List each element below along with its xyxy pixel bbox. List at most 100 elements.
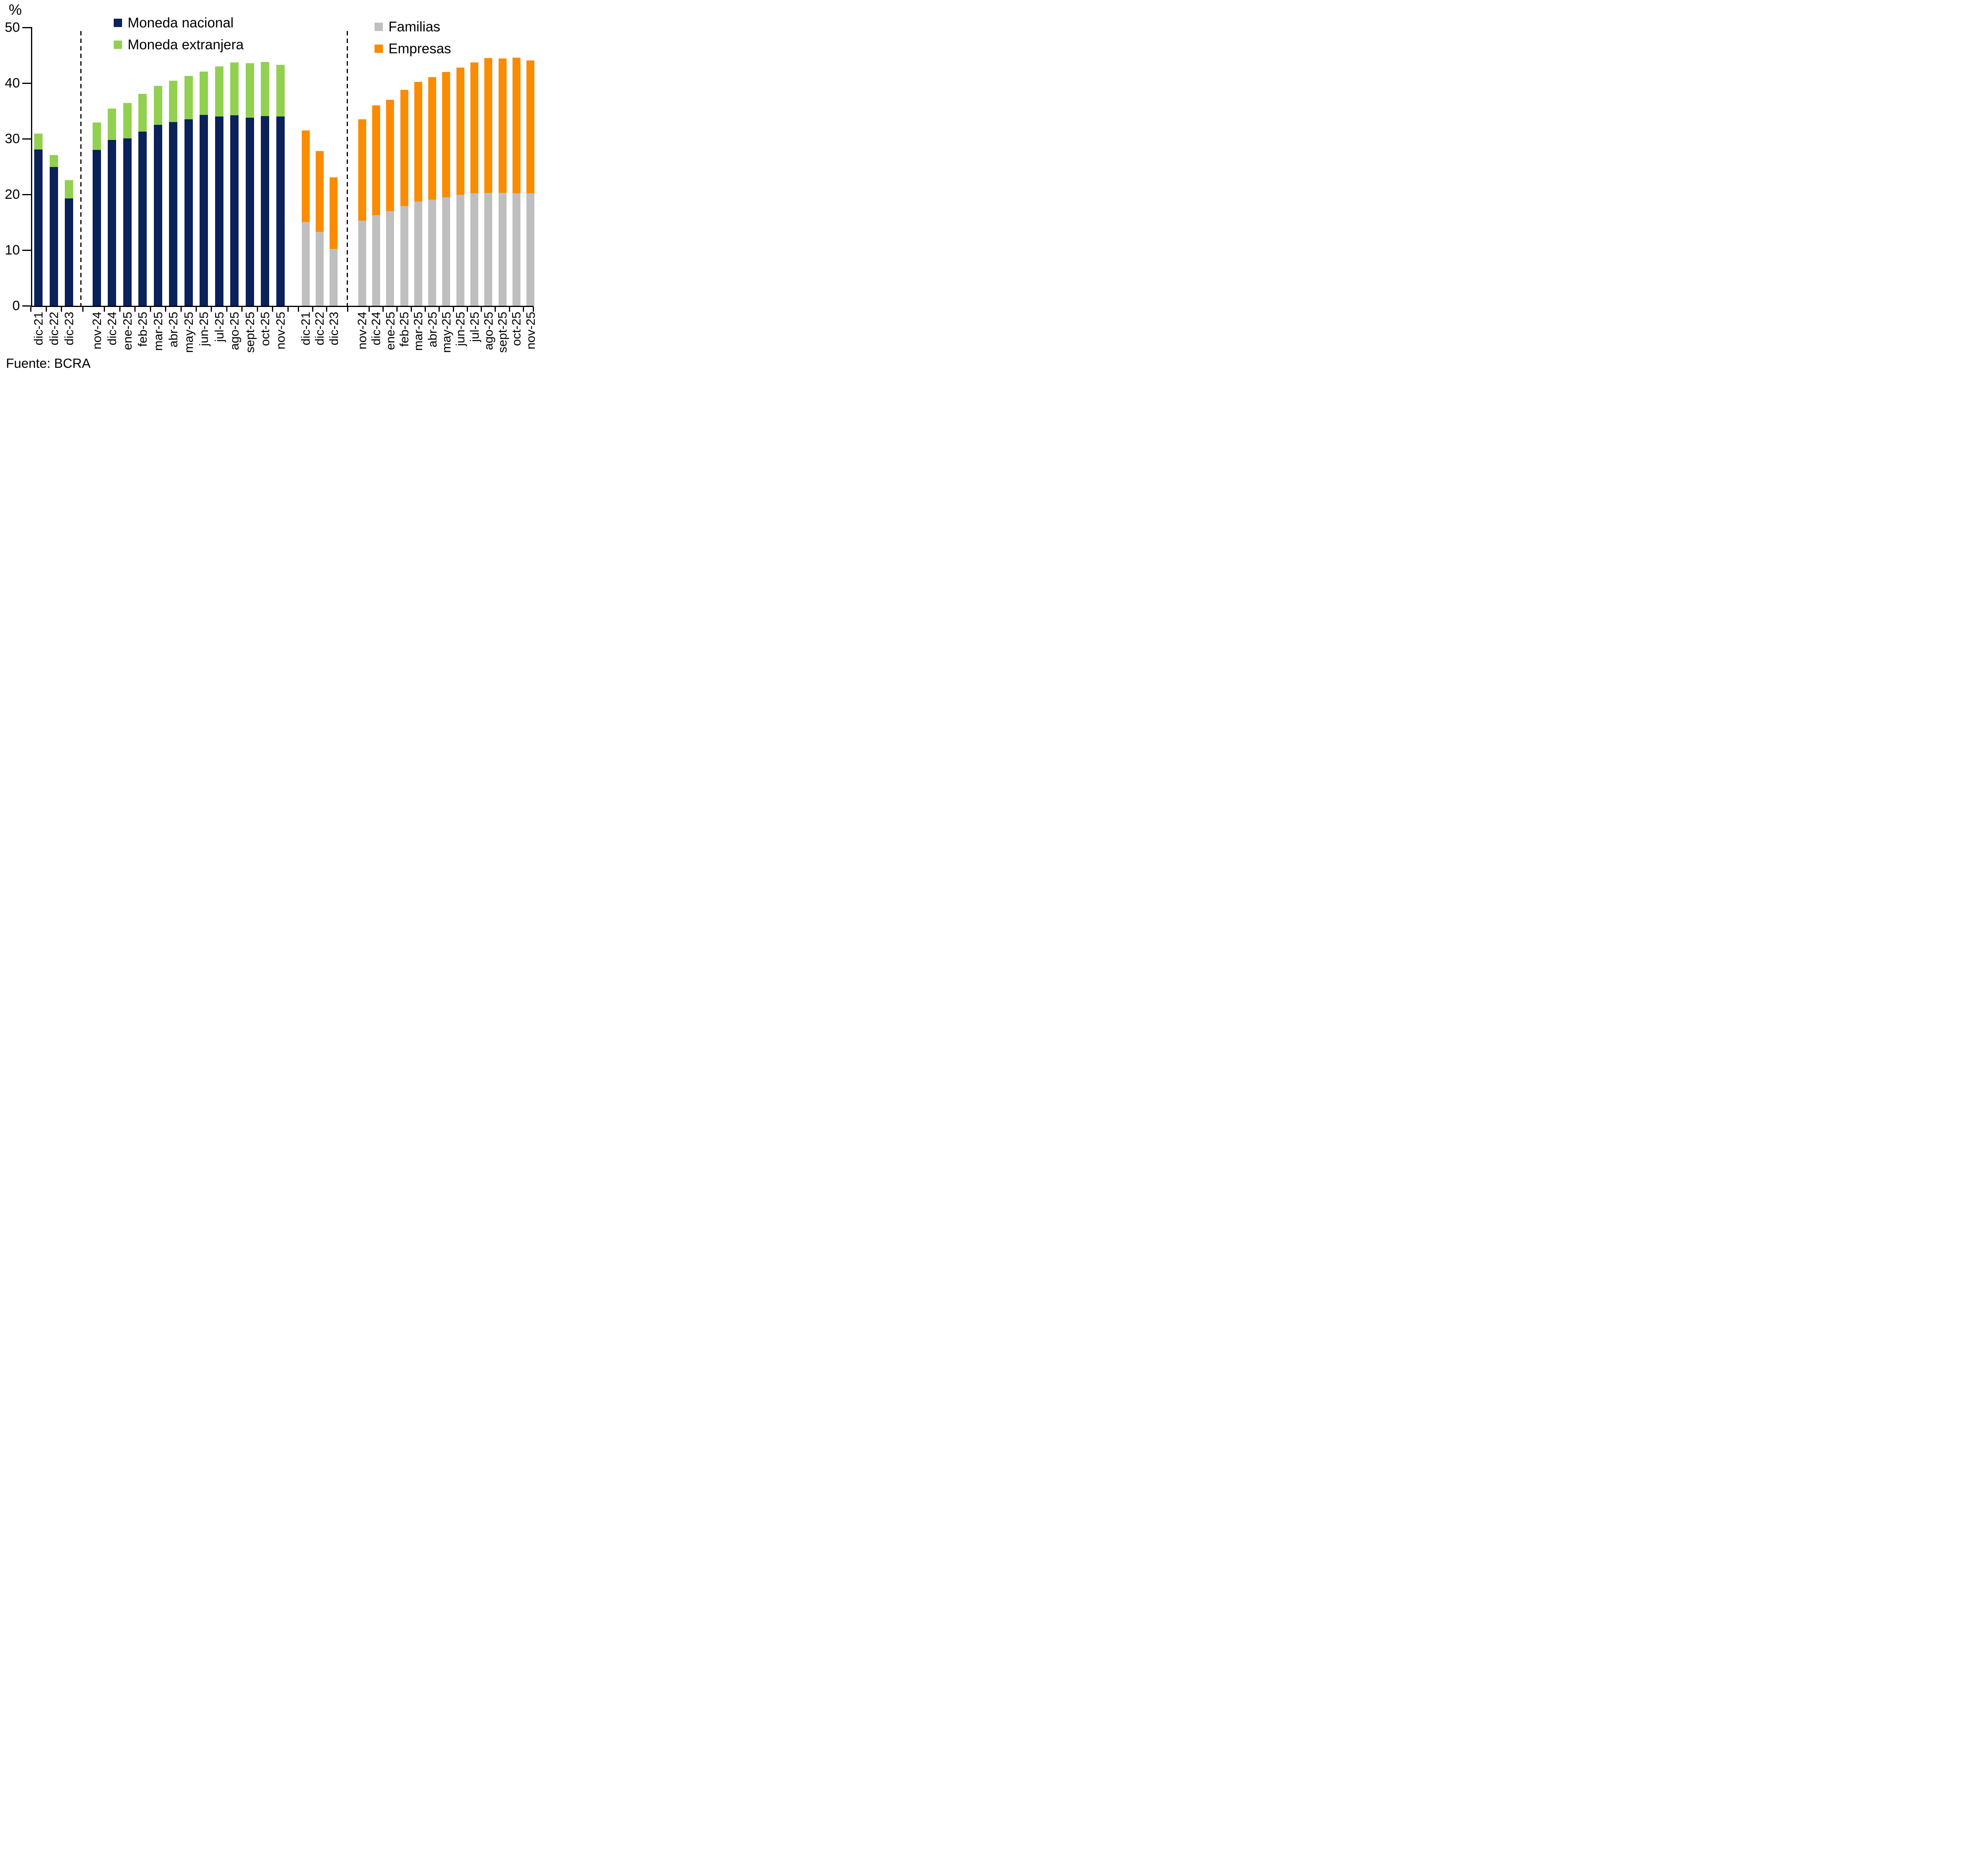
- x-axis-tick-panel-1: [382, 307, 384, 312]
- bar-segment-empresas-mar-25: [414, 82, 422, 202]
- bar-segment-familias-ago-25: [484, 192, 493, 306]
- x-axis-tick-panel-1: [396, 307, 398, 312]
- bar-segment-familias-nov-25: [526, 193, 535, 306]
- separator-dashed-line-panel-0: [80, 31, 82, 306]
- x-axis-label-text: mar-25: [151, 312, 165, 351]
- legend-item-moneda-nacional: Moneda nacional: [114, 12, 244, 34]
- separator-dashed-line-panel-1: [347, 31, 348, 306]
- x-axis-line: [31, 306, 534, 307]
- x-axis-label-dic-21-panel-0: dic-21: [31, 312, 45, 345]
- bar-segment-familias-abr-25: [428, 199, 437, 306]
- x-axis-label-text: dic-23: [62, 312, 76, 346]
- y-axis-tick-label: 10: [5, 243, 20, 258]
- bar-segment-empresas-abr-25: [428, 77, 437, 200]
- x-axis-label-text: dic-21: [299, 312, 313, 346]
- x-axis-label-nov-25-panel-0: nov-25: [274, 312, 287, 350]
- x-axis-label-ago-25-panel-1: ago-25: [481, 312, 495, 350]
- x-axis-tick-panel-0: [134, 307, 136, 312]
- bar-segment-moneda-extranjera-ago-25: [230, 62, 239, 116]
- x-axis-tick-panel-0: [82, 307, 84, 312]
- x-axis-label-text: ago-25: [481, 312, 495, 350]
- legend-item-moneda-extranjera: Moneda extranjera: [114, 34, 244, 56]
- bar-segment-moneda-extranjera-may-25: [184, 76, 193, 119]
- x-axis-label-dic-24-panel-0: dic-24: [105, 312, 119, 345]
- bar-segment-moneda-extranjera-feb-25: [138, 93, 147, 132]
- bar-segment-familias-mar-25: [414, 202, 422, 306]
- legend-item-familias: Familias: [375, 16, 451, 38]
- x-axis-label-sept-25-panel-1: sept-25: [495, 312, 509, 353]
- y-axis-tick-label: 20: [5, 187, 20, 202]
- bar-segment-moneda-nacional-feb-25: [138, 131, 147, 306]
- x-axis-tick-panel-0: [61, 307, 62, 312]
- legend-sector: Familias Empresas: [375, 16, 451, 60]
- bar-segment-familias-oct-25: [512, 193, 520, 306]
- y-axis-tick: [22, 305, 31, 307]
- x-axis-label-ene-25-panel-1: ene-25: [383, 312, 397, 350]
- x-axis-label-dic-21-panel-1: dic-21: [299, 312, 313, 345]
- x-axis-label-nov-24-panel-0: nov-24: [90, 312, 104, 350]
- bar-segment-empresas-oct-25: [512, 57, 520, 194]
- x-axis-label-text: dic-22: [313, 312, 327, 346]
- x-axis-label-jul-25-panel-1: jul-25: [468, 312, 481, 342]
- x-axis-label-dic-22-panel-0: dic-22: [47, 312, 61, 345]
- x-axis-label-text: nov-25: [273, 312, 287, 350]
- x-axis-label-text: dic-24: [105, 312, 119, 346]
- bar-segment-moneda-nacional-oct-25: [261, 116, 270, 306]
- bar-segment-familias-ene-25: [386, 211, 394, 306]
- x-axis-label-text: jul-25: [212, 312, 226, 342]
- bar-segment-moneda-nacional-dic-22: [49, 167, 58, 306]
- x-axis-tick-panel-1: [424, 307, 426, 312]
- bar-segment-moneda-nacional-mar-25: [153, 125, 162, 306]
- x-axis-label-oct-25-panel-0: oct-25: [258, 312, 272, 346]
- y-axis-tick-label: 40: [5, 76, 20, 91]
- x-axis-label-jul-25-panel-0: jul-25: [212, 312, 226, 342]
- bar-segment-empresas-jul-25: [470, 62, 478, 194]
- bar-segment-moneda-extranjera-dic-24: [108, 109, 116, 140]
- bar-segment-moneda-nacional-jun-25: [200, 115, 208, 306]
- x-axis-tick-panel-0: [211, 307, 212, 312]
- bar-segment-familias-dic-21: [301, 221, 310, 306]
- x-axis-label-text: feb-25: [397, 312, 411, 347]
- x-axis-tick-panel-0: [226, 307, 227, 312]
- x-axis-label-text: sept-25: [243, 312, 257, 353]
- bar-segment-moneda-extranjera-nov-24: [93, 122, 101, 150]
- bar-segment-empresas-nov-24: [358, 119, 366, 221]
- x-axis-tick-panel-0: [104, 307, 105, 312]
- x-axis-label-text: oct-25: [258, 312, 272, 346]
- legend-swatch-empresas-icon: [375, 45, 383, 53]
- bar-segment-moneda-nacional-may-25: [184, 119, 193, 306]
- x-axis-label-jun-25-panel-1: jun-25: [453, 312, 467, 346]
- bar-segment-familias-may-25: [442, 197, 450, 306]
- x-axis-label-mar-25-panel-1: mar-25: [411, 312, 425, 351]
- bar-segment-moneda-extranjera-sept-25: [245, 63, 254, 118]
- x-axis-label-feb-25-panel-1: feb-25: [397, 312, 411, 347]
- x-axis-label-jun-25-panel-0: jun-25: [197, 312, 211, 346]
- x-axis-label-nov-24-panel-1: nov-24: [355, 312, 369, 350]
- x-axis-tick-panel-1: [410, 307, 412, 312]
- bar-segment-familias-dic-23: [330, 249, 338, 306]
- x-axis-tick-panel-0: [195, 307, 197, 312]
- bar-segment-empresas-ago-25: [484, 58, 493, 193]
- bar-segment-empresas-ene-25: [386, 100, 394, 211]
- x-axis-label-dic-23-panel-1: dic-23: [327, 312, 341, 345]
- bar-segment-familias-dic-24: [372, 215, 380, 306]
- x-axis-label-feb-25-panel-0: feb-25: [136, 312, 149, 347]
- x-axis-label-text: dic-22: [47, 312, 61, 346]
- bar-segment-moneda-nacional-nov-25: [276, 117, 285, 306]
- x-axis-label-text: ago-25: [227, 312, 242, 350]
- bar-segment-familias-dic-22: [315, 231, 324, 306]
- bar-segment-familias-jul-25: [470, 193, 478, 306]
- x-axis-tick-panel-1: [326, 307, 328, 312]
- legend-swatch-familias-icon: [375, 23, 383, 31]
- x-axis-label-text: sept-25: [495, 312, 510, 353]
- x-axis-label-sept-25-panel-0: sept-25: [243, 312, 257, 353]
- x-axis-tick-panel-0: [30, 307, 32, 312]
- x-axis-label-text: abr-25: [166, 312, 181, 348]
- y-axis-line: [31, 27, 32, 307]
- x-axis-tick-panel-0: [165, 307, 167, 312]
- x-axis-tick-panel-1: [495, 307, 496, 312]
- x-axis-tick-panel-1: [368, 307, 370, 312]
- x-axis-tick-panel-0: [241, 307, 243, 312]
- y-axis-tick: [22, 82, 31, 84]
- x-axis-label-text: dic-23: [326, 312, 341, 346]
